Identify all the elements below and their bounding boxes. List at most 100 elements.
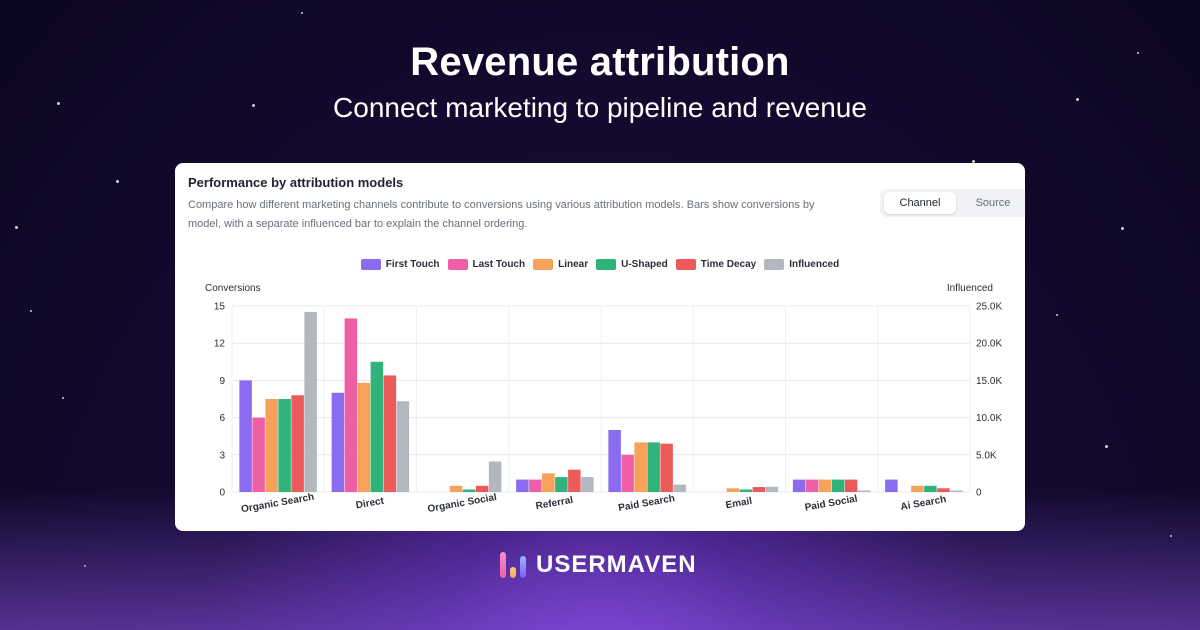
- bar-first-touch: [239, 380, 252, 492]
- bar-linear: [357, 382, 371, 492]
- bar-first-touch: [331, 392, 345, 492]
- legend-item[interactable]: Linear: [533, 259, 588, 270]
- bar-linear: [726, 488, 740, 492]
- legend-label: Influenced: [789, 259, 840, 270]
- legend-item[interactable]: Last Touch: [447, 259, 525, 270]
- attribution-bar-chart: Conversions Influenced 0 0 3 5.0K 6 10.0K 9 15.0K…: [205, 283, 1002, 516]
- toggle-source-button[interactable]: Source: [975, 197, 1011, 209]
- card-title: Performance by attribution models: [188, 175, 404, 190]
- y2-tick-label: 0: [976, 488, 982, 499]
- hero-subtitle: Connect marketing to pipeline and revenu…: [333, 92, 867, 123]
- bar-last-touch: [529, 479, 542, 492]
- legend-item[interactable]: Time Decay: [675, 259, 757, 270]
- bar-time-decay: [383, 375, 397, 492]
- attribution-card: Performance by attribution models Compar…: [175, 163, 1025, 531]
- legend-swatch: [764, 259, 785, 270]
- bar-first-touch: [885, 479, 898, 492]
- legend-swatch: [533, 259, 554, 270]
- star-decoration: [1137, 52, 1139, 54]
- y-tick-label: 12: [214, 339, 226, 350]
- x-tick-label: Paid Search: [618, 493, 676, 514]
- bar-u-shaped: [555, 477, 568, 492]
- x-tick-label: Ai Search: [900, 494, 947, 513]
- bar-u-shaped: [647, 442, 660, 492]
- y-tick-label: 15: [214, 302, 226, 313]
- legend-swatch: [596, 259, 617, 270]
- bar-influenced: [857, 490, 871, 492]
- bar-u-shaped: [924, 485, 937, 492]
- bar-linear: [542, 473, 555, 492]
- x-tick-label: Organic Social: [427, 492, 498, 515]
- star-decoration: [116, 180, 119, 183]
- bar-influenced: [950, 490, 963, 492]
- y-tick-label: 3: [219, 450, 225, 461]
- bar-u-shaped: [739, 489, 753, 492]
- bar-influenced: [304, 311, 317, 492]
- legend-item[interactable]: U-Shaped: [596, 259, 668, 270]
- legend-label: Linear: [558, 259, 589, 270]
- legend-item[interactable]: First Touch: [360, 259, 440, 270]
- legend-label: First Touch: [385, 259, 440, 270]
- bar-time-decay: [475, 485, 489, 492]
- star-decoration: [301, 12, 303, 14]
- x-tick-label: Direct: [355, 496, 385, 512]
- bar-influenced: [765, 486, 779, 492]
- y2-tick-label: 10.0K: [976, 413, 1002, 424]
- x-tick-label: Organic Search: [240, 492, 315, 516]
- channel-source-toggle: Channel Source: [880, 189, 1025, 217]
- legend-label: Time Decay: [700, 259, 757, 270]
- brand: USERMAVEN: [498, 550, 697, 580]
- y2-tick-label: 20.0K: [976, 339, 1002, 350]
- y-tick-label: 0: [219, 488, 225, 499]
- legend-item[interactable]: Influenced: [764, 259, 839, 270]
- star-decoration: [1105, 445, 1108, 448]
- bar-time-decay: [752, 487, 766, 492]
- star-decoration: [57, 102, 60, 105]
- x-tick-label: Paid Social: [804, 493, 859, 513]
- bar-u-shaped: [370, 361, 384, 492]
- y2-axis-title: Influenced: [947, 283, 993, 294]
- legend-swatch: [675, 259, 696, 270]
- y-tick-label: 9: [219, 376, 225, 387]
- star-decoration: [252, 104, 255, 107]
- star-decoration: [1076, 98, 1079, 101]
- x-tick-label: Email: [725, 496, 753, 512]
- bar-time-decay: [291, 395, 304, 492]
- star-decoration: [1121, 227, 1124, 230]
- star-decoration: [1056, 314, 1058, 316]
- bar-influenced: [396, 401, 410, 492]
- bar-last-touch: [252, 417, 265, 492]
- y2-tick-label: 5.0K: [976, 450, 997, 461]
- chart-legend: First Touch Last Touch Linear U-Shaped Time …: [175, 259, 1025, 273]
- brand-name: USERMAVEN: [536, 551, 697, 578]
- bar-first-touch: [608, 430, 621, 492]
- y2-tick-label: 25.0K: [976, 302, 1002, 313]
- bar-time-decay: [844, 479, 858, 492]
- bar-u-shaped: [462, 489, 476, 492]
- bar-influenced: [488, 461, 502, 492]
- bar-linear: [911, 485, 924, 492]
- bar-linear: [449, 485, 463, 492]
- bar-last-touch: [344, 318, 358, 492]
- card-description: Compare how different marketing channels…: [188, 199, 815, 230]
- x-tick-label: Referral: [535, 495, 574, 512]
- y-axis-title: Conversions: [205, 283, 261, 294]
- bar-linear: [818, 479, 832, 492]
- bar-time-decay: [568, 469, 581, 492]
- legend-label: U-Shaped: [621, 259, 668, 270]
- y2-tick-label: 15.0K: [976, 376, 1002, 387]
- star-decoration: [62, 397, 64, 399]
- star-decoration: [15, 226, 18, 229]
- star-decoration: [972, 160, 975, 163]
- bar-time-decay: [937, 488, 950, 492]
- bar-first-touch: [792, 479, 806, 492]
- hero-title: Revenue attribution: [410, 40, 790, 84]
- bar-influenced: [581, 477, 594, 492]
- y-tick-label: 6: [219, 413, 225, 424]
- bar-u-shaped: [278, 399, 291, 492]
- bar-last-touch: [621, 454, 634, 492]
- bar-first-touch: [516, 479, 529, 492]
- bar-time-decay: [660, 443, 673, 492]
- bar-linear: [265, 399, 278, 492]
- toggle-channel-button[interactable]: Channel: [884, 192, 956, 214]
